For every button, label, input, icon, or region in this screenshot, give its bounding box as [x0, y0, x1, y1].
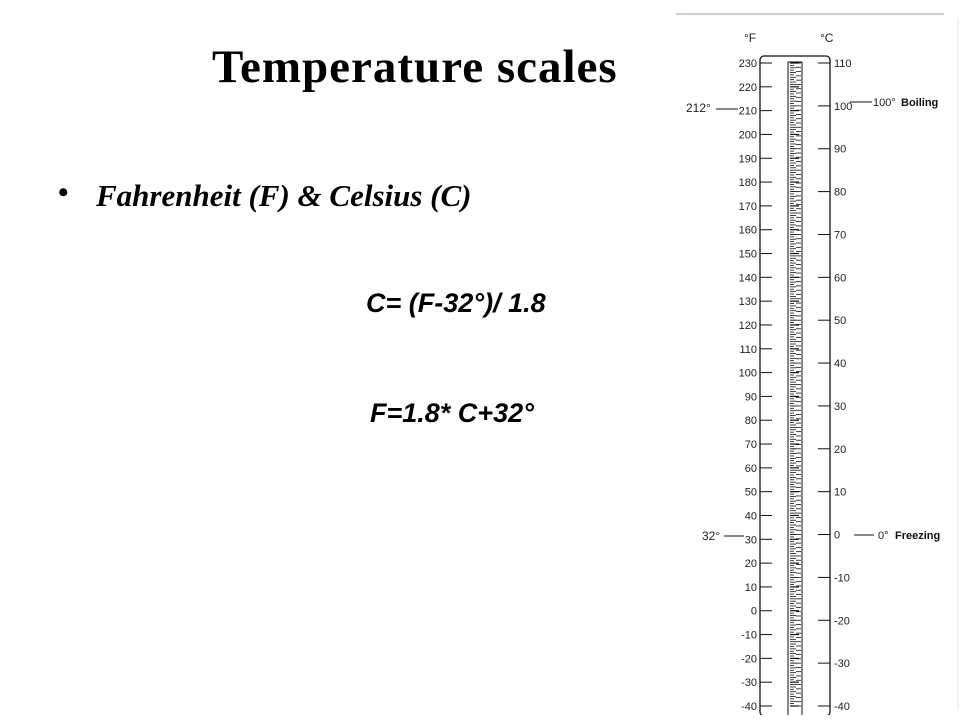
fahrenheit-scale-label: 80: [745, 415, 757, 427]
fahrenheit-scale-label: 40: [745, 510, 757, 522]
fahrenheit-scale-label: 170: [739, 201, 757, 213]
celsius-scale-label: 70: [834, 229, 846, 241]
celsius-scale-label: -40: [834, 701, 850, 713]
celsius-unit-label: °C: [820, 31, 834, 45]
bullet-dot-icon: •: [58, 176, 69, 209]
celsius-scale-label: 0: [834, 530, 840, 542]
celsius-scale-label: 20: [834, 444, 846, 456]
fahrenheit-scale-label: 30: [745, 534, 757, 546]
fahrenheit-scale-label: 200: [739, 129, 757, 141]
freezing-f-label: 32°: [702, 529, 720, 543]
formula-fahrenheit: F=1.8* C+32°: [370, 398, 534, 428]
fahrenheit-scale-label: -20: [741, 653, 757, 665]
fahrenheit-scale-label: 140: [739, 272, 757, 284]
celsius-scale-label: 100: [834, 101, 852, 113]
fahrenheit-scale-label: 110: [739, 344, 757, 356]
celsius-scale-label: 40: [834, 358, 846, 370]
boiling-label: Boiling: [901, 97, 938, 109]
fahrenheit-scale-label: 50: [745, 487, 757, 499]
celsius-scale-label: 90: [834, 144, 846, 156]
fahrenheit-labels: 2302202102001901801701601501401301201101…: [739, 58, 757, 713]
fahrenheit-scale-label: -30: [741, 677, 757, 689]
fahrenheit-scale-label: 150: [739, 249, 757, 261]
fahrenheit-scale-label: -10: [741, 630, 757, 642]
bullet-text: Fahrenheit (F) & Celsius (C): [96, 178, 472, 213]
scale-ticks: [760, 62, 830, 707]
freezing-c-label: 0°: [878, 530, 889, 542]
celsius-scale-label: -30: [834, 658, 850, 670]
slide-title: Temperature scales: [212, 41, 618, 93]
fahrenheit-scale-label: 90: [745, 391, 757, 403]
fahrenheit-scale-label: 70: [745, 439, 757, 451]
boiling-f-label: 212°: [686, 101, 711, 115]
thermometer-illustration: °F °C 2302202102001901801701601501401301…: [676, 13, 959, 715]
fahrenheit-scale-label: 160: [739, 225, 757, 237]
formula-celsius: C= (F-32°)/ 1.8: [366, 288, 546, 318]
fahrenheit-unit-label: °F: [744, 31, 756, 45]
celsius-scale-label: 10: [834, 487, 846, 499]
fahrenheit-scale-label: 120: [739, 320, 757, 332]
celsius-scale-label: -10: [834, 572, 850, 584]
fahrenheit-scale-label: 220: [739, 82, 757, 94]
fahrenheit-scale-label: 190: [739, 153, 757, 165]
celsius-scale-label: -20: [834, 615, 850, 627]
freezing-label: Freezing: [895, 530, 940, 542]
fahrenheit-scale-label: 210: [739, 106, 757, 118]
celsius-scale-label: 110: [834, 58, 852, 70]
boiling-c-label: 100°: [873, 97, 896, 109]
celsius-scale-label: 50: [834, 315, 846, 327]
fahrenheit-scale-label: 0: [751, 606, 757, 618]
celsius-scale-label: 60: [834, 272, 846, 284]
fahrenheit-scale-label: 180: [739, 177, 757, 189]
fahrenheit-scale-label: 20: [745, 558, 757, 570]
fahrenheit-scale-label: -40: [741, 701, 757, 713]
fahrenheit-scale-label: 130: [739, 296, 757, 308]
fahrenheit-scale-label: 230: [739, 58, 757, 70]
fahrenheit-scale-label: 10: [745, 582, 757, 594]
celsius-scale-label: 30: [834, 401, 846, 413]
fahrenheit-scale-label: 60: [745, 463, 757, 475]
celsius-scale-label: 80: [834, 187, 846, 199]
fahrenheit-scale-label: 100: [739, 368, 757, 380]
